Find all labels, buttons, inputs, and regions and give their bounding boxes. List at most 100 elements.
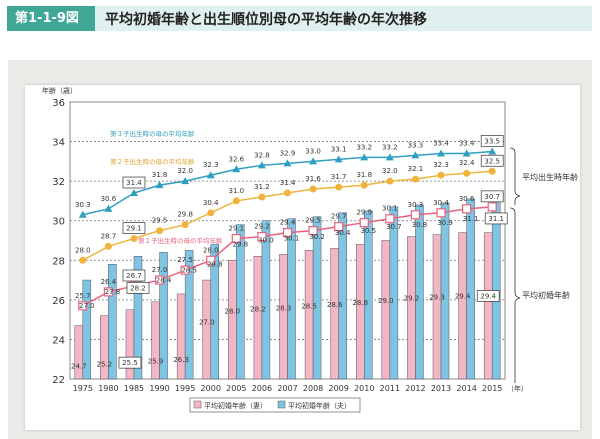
- bar-value-label: 29.2: [404, 295, 420, 303]
- line-marker: [462, 149, 471, 157]
- line-value-label: 30.6: [459, 195, 475, 203]
- bar-wife: [202, 279, 211, 380]
- bar-value-label: 30.2: [309, 233, 325, 241]
- line-marker: [257, 231, 267, 242]
- bar-husband: [236, 224, 245, 380]
- bar-wife: [407, 236, 416, 380]
- bar-value-label: 28.3: [276, 304, 292, 312]
- line-marker: [411, 175, 419, 183]
- line-marker: [488, 167, 496, 175]
- bar-value-label: 28.5: [301, 302, 317, 310]
- line-marker: [129, 189, 138, 197]
- series-label-third-child: 第３子出生時の母の平均年齢: [110, 129, 195, 138]
- bar-value-label: 26.3: [173, 356, 189, 364]
- line-value-label: 26.7: [126, 272, 142, 280]
- line-marker: [385, 153, 394, 161]
- bar-husband: [415, 204, 424, 380]
- line-marker: [156, 227, 164, 235]
- bar-value-label: 28.5: [181, 266, 197, 274]
- y-tick-label: 26: [52, 296, 65, 307]
- legend-label: 平均初婚年齢（妻）: [204, 401, 267, 410]
- line-marker: [104, 204, 113, 212]
- line-marker: [232, 197, 240, 205]
- line-value-label: 31.7: [331, 173, 347, 181]
- line-marker: [154, 275, 165, 285]
- bar-value-label: 30.9: [437, 219, 453, 227]
- legend-swatch: [193, 400, 202, 409]
- line-value-label: 29.9: [356, 209, 372, 217]
- bar-value-label: 31.1: [463, 215, 479, 223]
- bar-husband: [364, 210, 373, 380]
- line-value-label: 29.2: [254, 223, 270, 231]
- figure-title: 平均初婚年齢と出生順位別母の平均年齢の年次推移: [105, 11, 427, 28]
- legend: [189, 397, 361, 413]
- y-tick-label: 30: [52, 217, 65, 228]
- bar-wife: [432, 234, 442, 380]
- line-value-label: 32.3: [433, 161, 449, 169]
- x-tick-label: 1980: [98, 384, 118, 393]
- bar-value-label: 29.8: [233, 241, 249, 249]
- line-marker: [104, 242, 112, 250]
- line-value-label: 27.5: [177, 256, 193, 264]
- bar-value-label: 25.2: [97, 360, 113, 368]
- line-value-label: 33.0: [305, 147, 321, 155]
- line-marker: [436, 208, 446, 218]
- bar-husband: [210, 244, 219, 380]
- line-value-label: 33.5: [484, 137, 500, 145]
- bar-value-label: 28.4: [156, 276, 172, 284]
- line-value-label: 31.4: [126, 179, 142, 187]
- line-marker: [308, 226, 318, 236]
- brace-label-marriage: 平均初婚年齢: [522, 290, 570, 300]
- value-box: [118, 356, 142, 369]
- bar-value-label: 30.7: [386, 223, 402, 231]
- line-marker: [334, 155, 343, 163]
- value-box: [480, 135, 504, 147]
- x-tick-label: 2010: [354, 384, 374, 393]
- y-tick-label: 24: [52, 335, 65, 346]
- bar-value-label: 27.0: [79, 302, 95, 310]
- bar-wife: [483, 232, 493, 380]
- line-value-label: 33.4: [459, 139, 475, 147]
- line-marker: [462, 204, 472, 214]
- line-marker: [78, 301, 88, 311]
- x-tick-label: 1990: [149, 384, 169, 393]
- line-marker: [180, 265, 190, 275]
- bar-husband: [338, 212, 347, 380]
- bar-husband: [287, 218, 296, 380]
- bar-value-label: 27.0: [199, 319, 215, 327]
- line-marker: [284, 189, 291, 197]
- line-value-label: 29.5: [305, 217, 321, 225]
- line-marker: [181, 221, 189, 229]
- line-marker: [232, 165, 241, 173]
- x-tick-label: 2008: [303, 384, 323, 393]
- x-tick-label: 2013: [431, 384, 451, 393]
- line-value-label: 29.1: [229, 225, 245, 233]
- bar-value-label: 31.1: [488, 215, 504, 223]
- bar-value-label: 30.0: [258, 237, 274, 245]
- line-value-label: 32.9: [280, 149, 296, 157]
- bar-value-label: 27.8: [105, 288, 121, 296]
- line-marker: [78, 210, 87, 218]
- line-marker: [463, 169, 471, 177]
- line-value-label: 32.6: [229, 155, 245, 163]
- bar-wife: [304, 250, 314, 380]
- x-tick-label: 2011: [380, 384, 400, 393]
- line-marker: [309, 157, 318, 165]
- line-value-label: 26.4: [101, 278, 117, 286]
- x-tick-label: 1985: [124, 384, 144, 393]
- line-value-label: 32.3: [203, 161, 219, 169]
- bar-wife: [125, 309, 135, 380]
- bar-value-label: 30.4: [335, 229, 351, 237]
- y-tick-label: 32: [52, 177, 65, 188]
- bar-value-label: 28.8: [352, 299, 368, 307]
- bar-husband: [466, 198, 475, 380]
- bar-value-label: 28.8: [207, 260, 223, 268]
- value-box: [480, 154, 504, 167]
- line-value-label: 28.7: [101, 232, 117, 240]
- x-tick-label: 2007: [277, 384, 297, 393]
- line-marker: [181, 177, 190, 185]
- x-tick-label: 2005: [226, 384, 246, 393]
- bar-husband: [82, 279, 92, 380]
- line-marker: [206, 255, 216, 265]
- line-value-label: 30.1: [382, 205, 398, 213]
